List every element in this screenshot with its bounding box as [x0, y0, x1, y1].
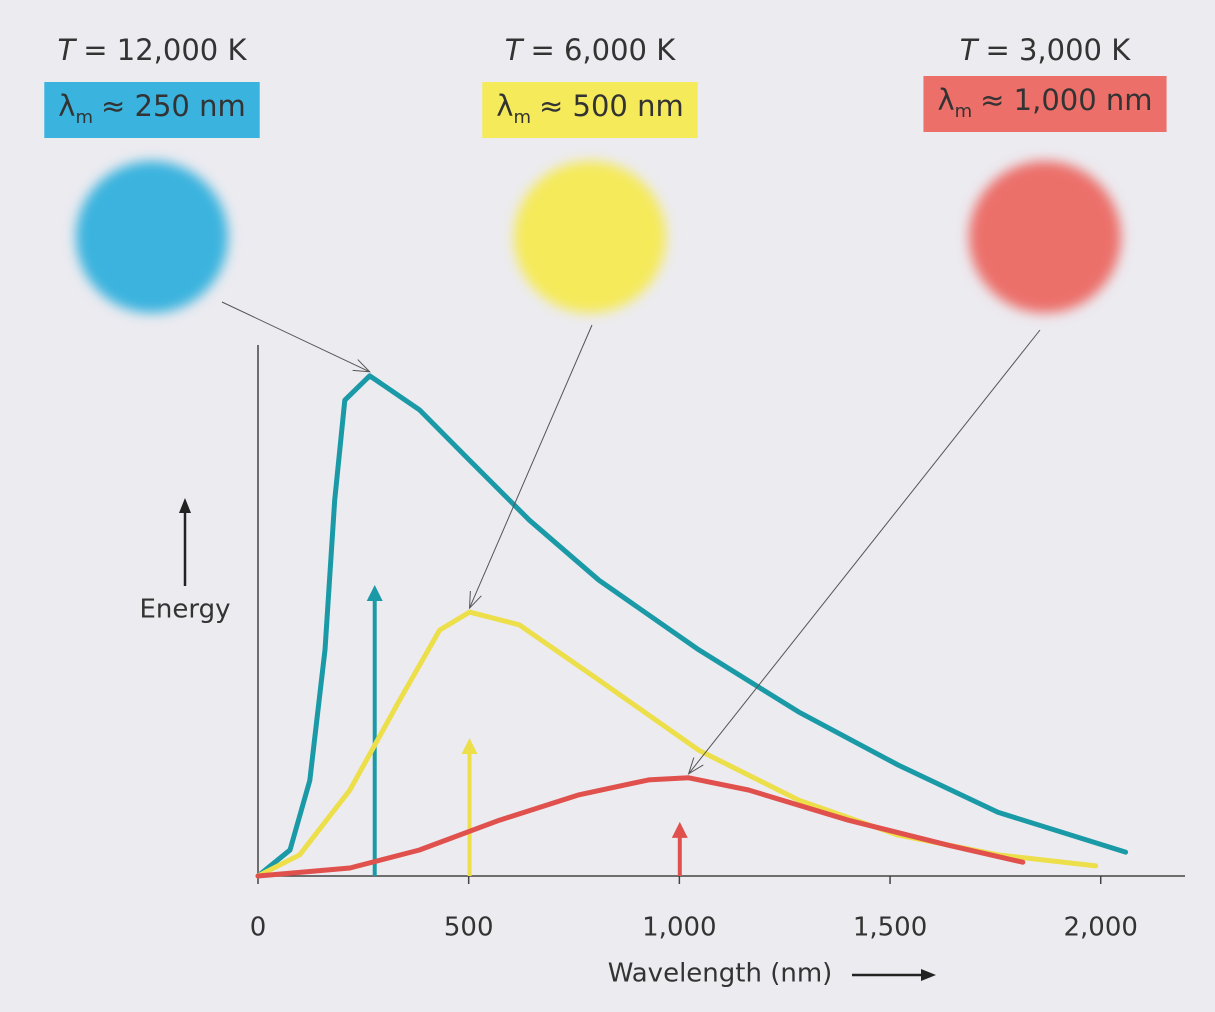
- temperature-label: T= 3,000 K: [960, 33, 1131, 67]
- x-tick-label: 1,500: [853, 913, 927, 943]
- peak-subscript: m: [75, 107, 93, 128]
- chart: Energy Wavelength (nm) 0 500 1,000 1,500 2,0…: [0, 0, 1215, 1012]
- temperature-value: = 6,000 K: [530, 33, 676, 67]
- peak-subscript: m: [513, 107, 531, 128]
- x-axis-label: Wavelength (nm): [608, 959, 833, 989]
- temperature-value: = 3,000 K: [985, 33, 1131, 67]
- peak-symbol: λ: [496, 89, 513, 123]
- temperature-symbol: T: [960, 33, 980, 67]
- temperature-label: T= 12,000 K: [58, 33, 248, 67]
- temperature-symbol: T: [505, 33, 525, 67]
- x-tick-label: 500: [444, 913, 494, 943]
- y-axis-label: Energy: [139, 595, 230, 625]
- peak-value: ≈ 250 nm: [101, 89, 246, 123]
- star: [76, 161, 228, 313]
- temperature-value: = 12,000 K: [83, 33, 247, 67]
- peak-symbol: λ: [58, 89, 75, 123]
- x-tick-label: 0: [250, 913, 267, 943]
- peak-subscript: m: [955, 101, 973, 122]
- temperature-label: T= 6,000 K: [505, 33, 676, 67]
- temperature-symbol: T: [58, 33, 78, 67]
- star: [969, 161, 1121, 313]
- peak-value: ≈ 1,000 nm: [980, 83, 1152, 117]
- peak-symbol: λ: [937, 83, 954, 117]
- peak-value: ≈ 500 nm: [539, 89, 684, 123]
- x-tick-label: 1,000: [642, 913, 716, 943]
- x-tick-label: 2,000: [1064, 913, 1138, 943]
- star: [514, 161, 666, 313]
